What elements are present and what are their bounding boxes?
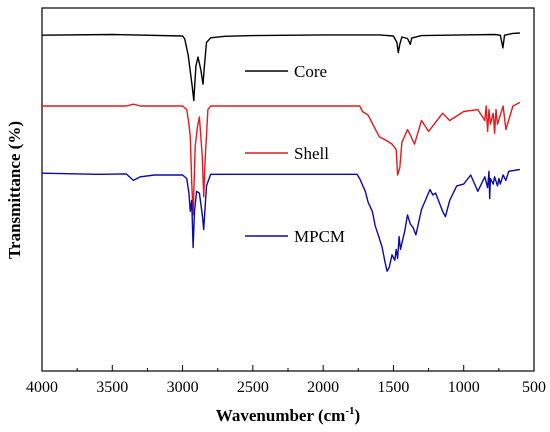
x-tick-label: 3500 [96,379,128,396]
x-tick-label: 1000 [448,379,480,396]
x-tick-label: 1500 [377,379,409,396]
legend-label-shell: Shell [294,144,329,163]
x-tick-label: 500 [522,379,546,396]
x-tick-label: 2500 [237,379,269,396]
x-axis-title: Wavenumber (cm-1) [216,405,360,425]
series-line-shell [42,101,521,216]
x-tick-label: 2000 [307,379,339,396]
y-axis-title: Transmittance (%) [5,121,24,259]
legend-label-core: Core [294,62,327,81]
x-axis-ticks: 4000 3500 3000 2500 2000 1500 1000 500 [26,365,546,396]
legend: Core Shell MPCM [245,62,345,246]
series-line-core [41,32,520,102]
plot-frame [41,7,535,372]
x-tick-label: 4000 [26,379,58,396]
x-tick-label: 3000 [167,379,199,396]
legend-label-mpcm: MPCM [294,227,345,246]
series-layer [41,32,521,272]
series-line-mpcm [41,168,521,272]
